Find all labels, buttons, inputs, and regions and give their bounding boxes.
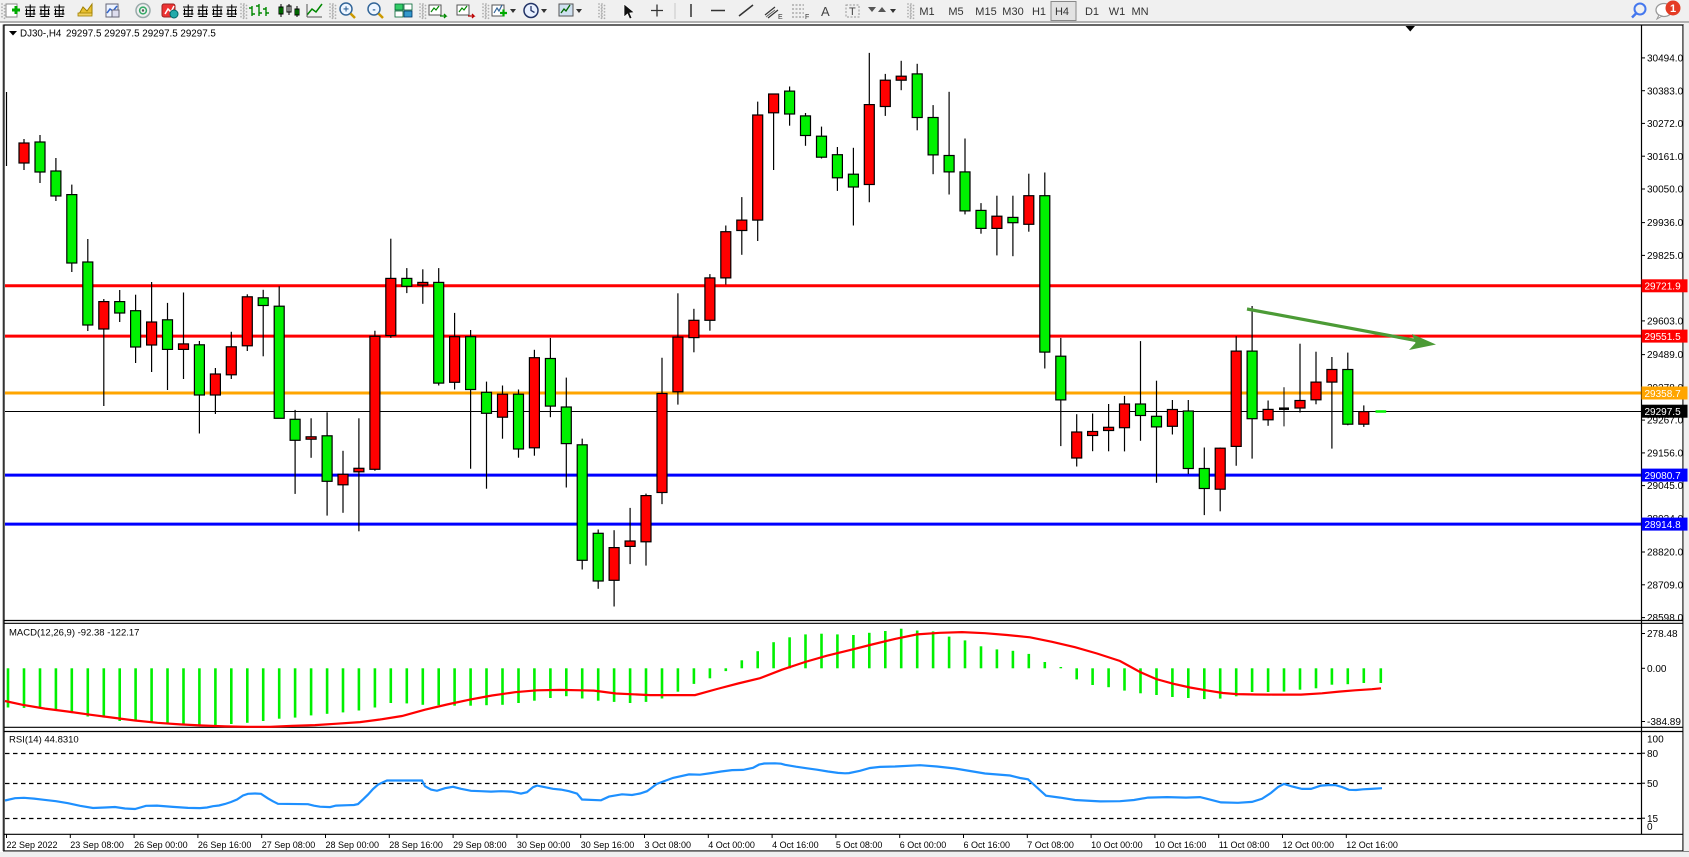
svg-text:10 Oct 00:00: 10 Oct 00:00	[1091, 840, 1143, 850]
svg-text:H1: H1	[1032, 6, 1046, 18]
svg-text:28 Sep 00:00: 28 Sep 00:00	[326, 840, 380, 850]
svg-text:29358.7: 29358.7	[1645, 389, 1682, 400]
svg-text:MACD(12,26,9) -92.38 -122.17: MACD(12,26,9) -92.38 -122.17	[9, 628, 139, 639]
svg-text:29721.9: 29721.9	[1645, 282, 1682, 293]
svg-text:15: 15	[1647, 814, 1659, 825]
svg-text:80: 80	[1647, 749, 1659, 760]
svg-text:30272.0: 30272.0	[1647, 119, 1684, 130]
svg-text:6 Oct 00:00: 6 Oct 00:00	[900, 840, 947, 850]
svg-text:26 Sep 00:00: 26 Sep 00:00	[134, 840, 188, 850]
svg-text:3 Oct 08:00: 3 Oct 08:00	[645, 840, 692, 850]
svg-text:6 Oct 16:00: 6 Oct 16:00	[964, 840, 1011, 850]
svg-text:28820.0: 28820.0	[1647, 548, 1684, 559]
svg-text:DJ30-,H4: DJ30-,H4	[20, 29, 62, 40]
svg-text:29297.5: 29297.5	[1645, 407, 1682, 418]
svg-text:100: 100	[1647, 735, 1664, 746]
svg-text:W1: W1	[1109, 6, 1126, 18]
svg-text:12 Oct 16:00: 12 Oct 16:00	[1346, 840, 1398, 850]
svg-text:RSI(14) 44.8310: RSI(14) 44.8310	[9, 735, 79, 746]
svg-text:29297.5 29297.5 29297.5 29297.: 29297.5 29297.5 29297.5 29297.5	[66, 29, 216, 40]
svg-text:0.00: 0.00	[1647, 664, 1667, 675]
svg-text:29551.5: 29551.5	[1645, 332, 1682, 343]
svg-text:30 Sep 16:00: 30 Sep 16:00	[581, 840, 635, 850]
svg-text:28598.0: 28598.0	[1647, 613, 1684, 624]
svg-text:12 Oct 00:00: 12 Oct 00:00	[1283, 840, 1335, 850]
svg-text:29489.0: 29489.0	[1647, 350, 1684, 361]
svg-text:30161.0: 30161.0	[1647, 152, 1684, 163]
svg-text:30050.0: 30050.0	[1647, 185, 1684, 196]
svg-text:29 Sep 08:00: 29 Sep 08:00	[453, 840, 507, 850]
svg-text:30 Sep 00:00: 30 Sep 00:00	[517, 840, 571, 850]
svg-text:28 Sep 16:00: 28 Sep 16:00	[389, 840, 443, 850]
svg-text:278.48: 278.48	[1647, 629, 1678, 640]
svg-text:11 Oct 08:00: 11 Oct 08:00	[1219, 840, 1270, 850]
svg-text:D1: D1	[1085, 6, 1099, 18]
svg-text:23 Sep 08:00: 23 Sep 08:00	[70, 840, 124, 850]
svg-text:0: 0	[1647, 822, 1653, 833]
svg-text:A: A	[821, 4, 830, 19]
svg-text:M15: M15	[975, 6, 996, 18]
svg-text:29080.7: 29080.7	[1645, 471, 1682, 482]
svg-text:30383.0: 30383.0	[1647, 86, 1684, 97]
svg-text:28914.8: 28914.8	[1645, 520, 1682, 531]
svg-text:29267.0: 29267.0	[1647, 416, 1684, 427]
svg-text:29825.0: 29825.0	[1647, 251, 1684, 262]
svg-text:H4: H4	[1055, 6, 1069, 18]
svg-text:7 Oct 08:00: 7 Oct 08:00	[1027, 840, 1074, 850]
svg-text:E: E	[778, 14, 783, 21]
svg-text:1: 1	[1670, 3, 1676, 15]
svg-text:29603.0: 29603.0	[1647, 317, 1684, 328]
svg-text:M5: M5	[948, 6, 963, 18]
svg-text:27 Sep 08:00: 27 Sep 08:00	[262, 840, 316, 850]
svg-text:-384.89: -384.89	[1647, 717, 1681, 728]
svg-text:29045.0: 29045.0	[1647, 481, 1684, 492]
svg-text:28709.0: 28709.0	[1647, 580, 1684, 591]
svg-text:F: F	[805, 14, 809, 21]
svg-text:10 Oct 16:00: 10 Oct 16:00	[1155, 840, 1207, 850]
svg-text:22 Sep 2022: 22 Sep 2022	[7, 840, 58, 850]
svg-text:4 Oct 16:00: 4 Oct 16:00	[772, 840, 819, 850]
svg-text:M30: M30	[1002, 6, 1023, 18]
svg-text:M1: M1	[919, 6, 934, 18]
svg-text:26 Sep 16:00: 26 Sep 16:00	[198, 840, 252, 850]
svg-text:+: +	[343, 5, 349, 16]
svg-text:50: 50	[1647, 779, 1659, 790]
svg-text:T: T	[849, 6, 856, 18]
svg-text:30494.0: 30494.0	[1647, 54, 1684, 65]
svg-text:MN: MN	[1131, 6, 1148, 18]
svg-text:-: -	[372, 5, 375, 16]
svg-text:29936.0: 29936.0	[1647, 218, 1684, 229]
svg-text:29156.0: 29156.0	[1647, 449, 1684, 460]
svg-text:4 Oct 00:00: 4 Oct 00:00	[708, 840, 755, 850]
svg-text:5 Oct 08:00: 5 Oct 08:00	[836, 840, 883, 850]
